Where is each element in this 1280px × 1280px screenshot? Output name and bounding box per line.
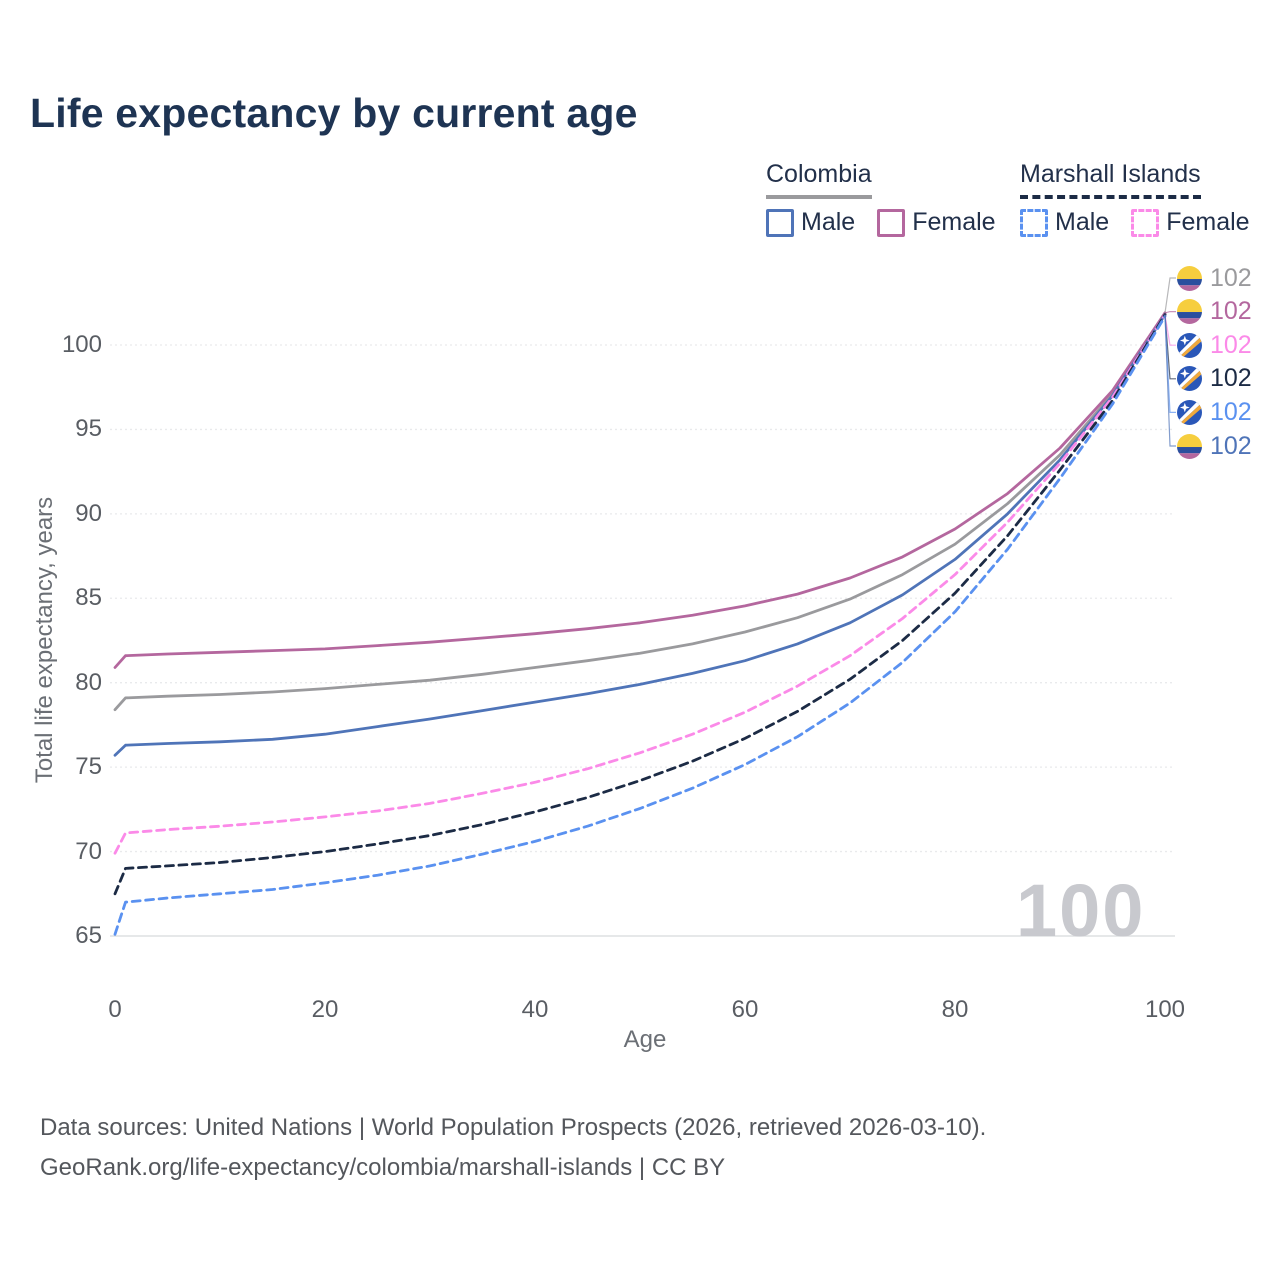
end-label-colombia-male: 102 [1177, 432, 1252, 460]
footer-attribution: GeoRank.org/life-expectancy/colombia/mar… [40, 1154, 726, 1181]
legend-item-colombia-female[interactable]: Female [877, 208, 996, 237]
legend-country-marshall-islands[interactable]: Marshall Islands [1020, 160, 1201, 199]
legend-country-colombia[interactable]: Colombia [766, 160, 872, 199]
end-label-marshall-islands-combined: 102 [1177, 364, 1252, 393]
y-axis-title: Total life expectancy, years [31, 496, 58, 784]
series-line-marshall-islands-female[interactable] [113, 313, 1167, 855]
end-label-value: 102 [1210, 397, 1252, 426]
marshall-islands-flag-icon [1177, 332, 1202, 358]
series-line-colombia-male[interactable] [113, 313, 1167, 757]
end-label-marshall-islands-female: 102 [1177, 331, 1252, 359]
marshall-islands-flag-icon [1177, 399, 1202, 425]
end-label-connector-marshall-islands-female [1164, 314, 1176, 346]
y-tick-label-100: 100 [61, 331, 102, 358]
series-line-marshall-islands-male[interactable] [113, 314, 1167, 936]
colombia-male-swatch-icon [766, 208, 794, 237]
footer-data-sources: Data sources: United Nations | World Pop… [40, 1114, 987, 1141]
end-label-value: 102 [1210, 431, 1252, 460]
end-label-connector-colombia-combined [1164, 277, 1176, 313]
y-tick-label-85: 85 [75, 584, 102, 612]
series-line-colombia-combined[interactable] [113, 311, 1167, 712]
end-label-value: 102 [1210, 364, 1252, 393]
legend-item-label: Male [1055, 208, 1110, 236]
legend: Colombia Male Female Marshall Islands Ma… [0, 160, 1280, 240]
legend-item-marshall-islands-female[interactable]: Female [1131, 208, 1250, 237]
x-tick-label-60: 60 [731, 996, 759, 1023]
legend-group-marshall-islands: Marshall Islands Male Female [1020, 160, 1250, 237]
end-label-value: 102 [1210, 297, 1252, 326]
end-label-value: 102 [1210, 330, 1252, 359]
series-line-marshall-islands-combined[interactable] [113, 313, 1167, 896]
end-label-connector-colombia-female [1164, 311, 1176, 314]
x-tick-label-0: 0 [108, 996, 122, 1023]
colombia-flag-icon [1177, 299, 1202, 325]
legend-item-marshall-islands-male[interactable]: Male [1020, 208, 1109, 237]
y-tick-label-70: 70 [75, 837, 102, 865]
x-tick-label-100: 100 [1144, 996, 1186, 1023]
end-label-connector-marshall-islands-combined [1164, 314, 1176, 380]
marshall-islands-female-swatch-icon [1131, 208, 1160, 237]
x-tick-label-40: 40 [521, 996, 549, 1023]
colombia-flag-icon [1177, 433, 1202, 459]
marshall-islands-male-swatch-icon [1020, 208, 1048, 237]
x-axis-title: Age [623, 1026, 667, 1053]
footer: Data sources: United Nations | World Pop… [40, 1108, 986, 1188]
colombia-flag-icon [1177, 265, 1202, 291]
legend-item-label: Female [912, 208, 996, 236]
legend-item-colombia-male[interactable]: Male [766, 208, 855, 237]
colombia-female-swatch-icon [877, 208, 906, 237]
legend-item-label: Male [801, 208, 856, 236]
series-line-colombia-female[interactable] [113, 311, 1167, 669]
watermark-age-100: 100 [1016, 869, 1146, 952]
end-label-colombia-female: 102 [1177, 297, 1252, 326]
end-label-value: 102 [1210, 263, 1252, 292]
chart-title: Life expectancy by current age [30, 90, 638, 136]
y-tick-label-80: 80 [75, 668, 102, 696]
legend-item-label: Female [1166, 208, 1250, 236]
legend-group-colombia: Colombia Male Female [766, 160, 996, 237]
x-tick-label-80: 80 [941, 996, 969, 1023]
y-tick-label-75: 75 [75, 753, 102, 781]
y-tick-label-95: 95 [75, 415, 102, 443]
end-label-colombia-combined: 102 [1177, 264, 1252, 292]
x-tick-label-20: 20 [311, 996, 339, 1023]
y-tick-label-90: 90 [75, 499, 102, 527]
y-tick-label-65: 65 [75, 921, 102, 949]
marshall-islands-flag-icon [1177, 366, 1202, 392]
end-label-connector-colombia-male [1164, 314, 1176, 447]
end-label-marshall-islands-male: 102 [1177, 398, 1252, 426]
